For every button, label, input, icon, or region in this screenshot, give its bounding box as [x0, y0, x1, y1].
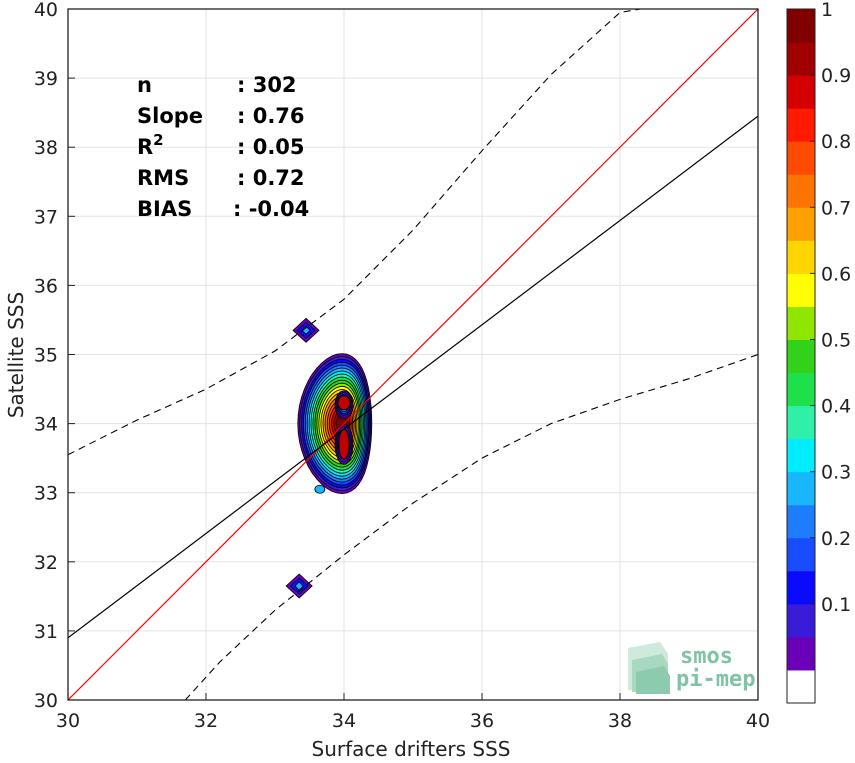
regression-line [68, 115, 758, 639]
colorbar-segment [787, 42, 815, 76]
colorbar-frame [786, 8, 816, 704]
colorbar-tick-label: 0.9 [821, 65, 851, 87]
identity-line [68, 9, 758, 700]
y-tick-label: 38 [34, 137, 58, 159]
colorbar-tick-label: 0.8 [821, 131, 851, 153]
colorbar-segment [787, 306, 815, 340]
smos-pimep-logo: smos pi-mep [628, 642, 755, 694]
colorbar-tick-label: 0.3 [821, 462, 851, 484]
colorbar-tick-label: 0.1 [821, 594, 851, 616]
colorbar-segment [787, 636, 815, 671]
stat-value: : -0.04 [233, 197, 309, 221]
stat-value: : 302 [237, 73, 297, 97]
confidence-bound-upper [68, 9, 641, 456]
colorbar-segment [787, 240, 815, 274]
colorbar-segment [787, 471, 815, 506]
colorbar-segment [787, 9, 815, 43]
colorbar-segment [787, 537, 815, 572]
x-axis-ticks: 30 32 34 36 38 40 [56, 693, 770, 732]
y-tick-label: 30 [34, 690, 58, 712]
stat-label: R2 [137, 131, 164, 159]
y-tick-label: 33 [34, 483, 58, 505]
peak-core [338, 428, 350, 460]
colorbar-segment [787, 207, 815, 241]
peak-core [337, 395, 351, 411]
stat-label: RMS [137, 166, 189, 190]
colorbar-tick-label: 0.7 [821, 197, 851, 219]
stat-label: BIAS [137, 197, 192, 221]
colorbar-tick-label: 0.2 [821, 528, 851, 550]
x-axis-label: Surface drifters SSS [312, 737, 511, 761]
y-tick-label: 39 [34, 68, 58, 90]
colorbar-segment [787, 174, 815, 208]
x-tick-label: 32 [194, 710, 218, 732]
colorbar-segment [787, 603, 815, 638]
colorbar: 0.1 0.2 0.3 0.4 0.5 0.6 0.7 0.8 0.9 1 [786, 0, 851, 704]
stat-value: : 0.05 [237, 135, 305, 159]
y-axis-label: Satellite SSS [4, 292, 28, 418]
stat-value: : 0.76 [237, 104, 305, 128]
colorbar-tick-label: 1 [821, 0, 833, 21]
colorbar-tick-label: 0.4 [821, 396, 851, 418]
colorbar-tick-label: 0.6 [821, 263, 851, 285]
colorbar-segment [787, 75, 815, 109]
y-tick-label: 36 [34, 275, 58, 297]
y-tick-label: 37 [34, 206, 58, 228]
colorbar-segment [787, 372, 815, 407]
x-tick-label: 34 [332, 710, 356, 732]
y-axis-ticks: 30 31 32 33 34 35 36 37 38 39 40 [34, 0, 75, 712]
confidence-bound-lower [184, 353, 758, 700]
y-tick-label: 35 [34, 345, 58, 367]
x-tick-label: 38 [608, 710, 632, 732]
x-tick-label: 36 [470, 710, 494, 732]
colorbar-segment [787, 504, 815, 539]
colorbar-tick-label: 0.5 [821, 329, 851, 351]
colorbar-segment [787, 570, 815, 605]
y-tick-label: 31 [34, 621, 58, 643]
stat-label: Slope [137, 104, 203, 128]
secondary-peak [314, 484, 326, 494]
outlier-contour [301, 325, 311, 335]
colorbar-segment [787, 405, 815, 440]
density-contours [285, 317, 373, 599]
stat-label: n [137, 73, 152, 97]
x-tick-label: 40 [746, 710, 770, 732]
stat-value: : 0.72 [237, 166, 305, 190]
colorbar-segment [787, 669, 815, 704]
logo-line2: pi-mep [676, 667, 755, 692]
colorbar-segment [787, 438, 815, 473]
y-tick-label: 40 [34, 0, 58, 21]
y-tick-label: 34 [34, 414, 58, 436]
outlier-contour [294, 581, 304, 591]
fit-lines [68, 9, 758, 700]
statistics-box: n : 302 Slope : 0.76 R2 : 0.05 RMS : 0.72 BIAS : … [137, 73, 309, 221]
y-tick-label: 32 [34, 552, 58, 574]
colorbar-segment [787, 141, 815, 175]
colorbar-segment [787, 273, 815, 307]
colorbar-segment [787, 108, 815, 142]
colorbar-segment [787, 339, 815, 374]
x-tick-label: 30 [56, 710, 80, 732]
logo-line1: smos [680, 644, 733, 669]
